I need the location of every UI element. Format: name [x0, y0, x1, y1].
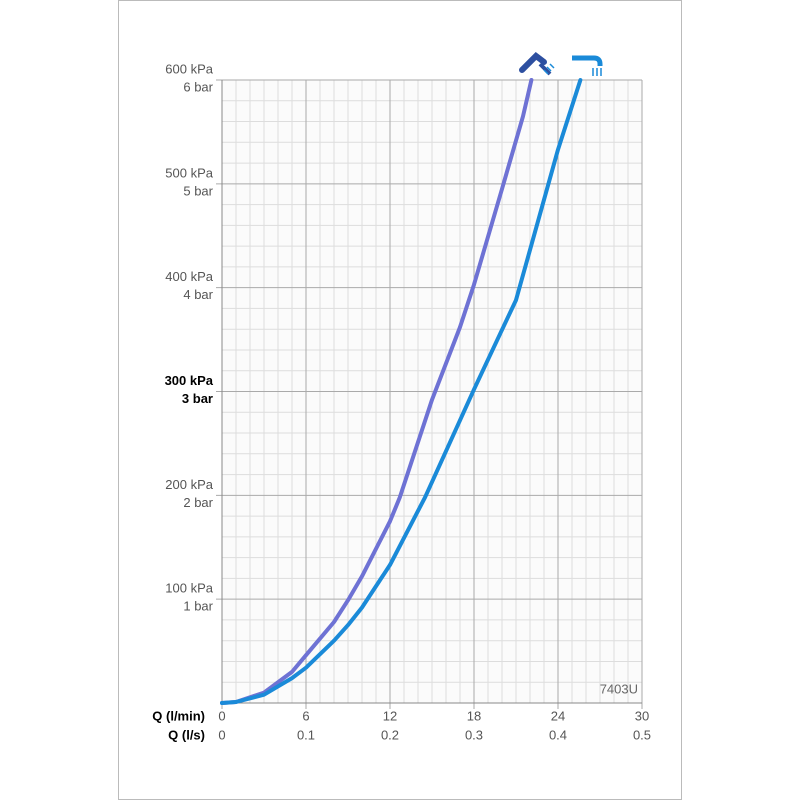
- y-bar-tick-label: 2 bar: [183, 495, 213, 510]
- series-line: [220, 78, 583, 705]
- series-line: [220, 78, 534, 705]
- x2-tick-label: 0.4: [549, 727, 567, 742]
- x-tick-label: 18: [467, 708, 481, 723]
- y-bar-tick-label: 4 bar: [183, 287, 213, 302]
- marks: [220, 78, 583, 705]
- x-tick-label: 30: [635, 708, 649, 723]
- legend-icon-hand-shower: [519, 52, 555, 76]
- y-tick-label: 300 kPa: [165, 373, 214, 388]
- y-bar-tick-label: 6 bar: [183, 79, 213, 94]
- x-tick-label: 12: [383, 708, 397, 723]
- y-tick-label: 400 kPa: [165, 269, 213, 284]
- x2-tick-label: 0.3: [465, 727, 483, 742]
- x-tick-label: 0: [218, 708, 225, 723]
- y-bar-tick-label: 5 bar: [183, 183, 213, 198]
- x-tick-label: 6: [302, 708, 309, 723]
- y-tick-label: 500 kPa: [165, 165, 213, 180]
- y-tick-label: 600 kPa: [165, 61, 213, 76]
- y-tick-label: 200 kPa: [165, 477, 213, 492]
- legend-icon-head-shower: [572, 55, 603, 76]
- annotation: 7403U: [600, 681, 638, 696]
- grid: [216, 79, 643, 709]
- y-bar-tick-label: 1 bar: [183, 599, 213, 614]
- y-tick-label: 100 kPa: [165, 581, 213, 596]
- x-tick-label: 24: [551, 708, 565, 723]
- x-axis-label: Q (l/min): [152, 708, 205, 723]
- x2-tick-label: 0.5: [633, 727, 651, 742]
- x2-axis-label: Q (l/s): [168, 727, 205, 742]
- x2-tick-label: 0.2: [381, 727, 399, 742]
- y-bar-tick-label: 3 bar: [182, 391, 213, 406]
- x2-tick-label: 0.1: [297, 727, 315, 742]
- x2-tick-label: 0: [218, 727, 225, 742]
